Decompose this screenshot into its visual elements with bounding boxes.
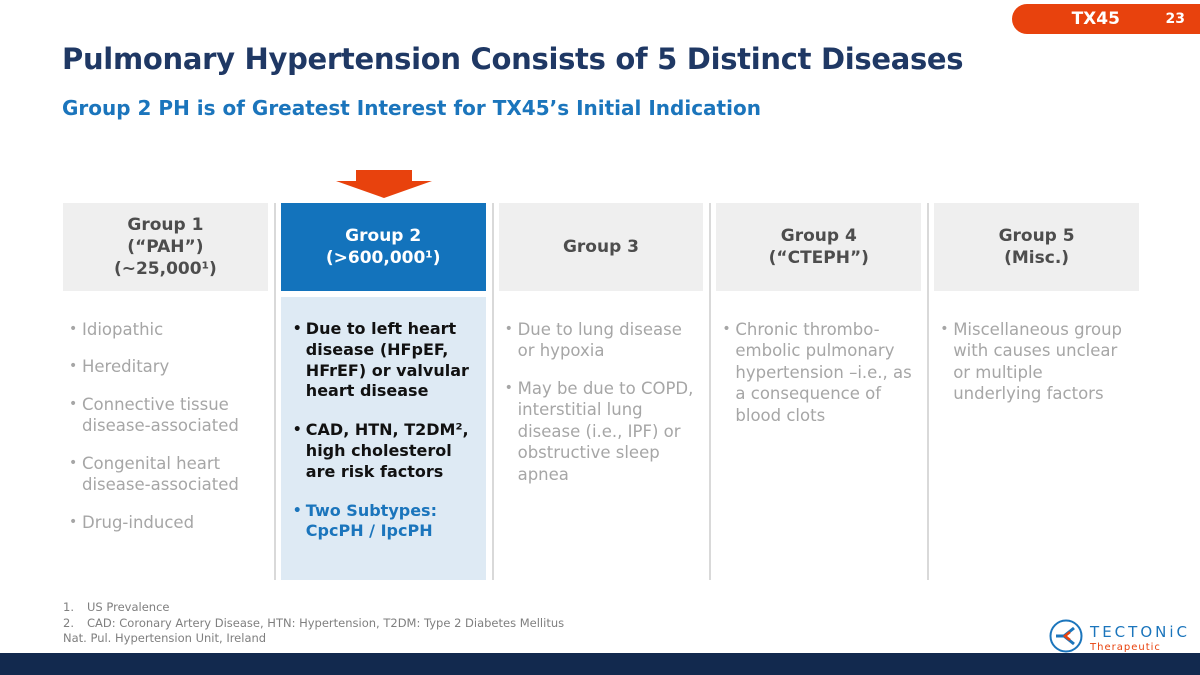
- list-item-accent: • Two Subtypes: CpcPH / IpcPH: [293, 501, 480, 543]
- list-item-text: Hereditary: [82, 357, 170, 377]
- list-item: • May be due to COPD, interstitial lung d…: [505, 378, 698, 485]
- bullet-icon: •: [940, 321, 949, 337]
- list-item: • Drug-induced: [69, 512, 262, 533]
- bullet-icon: •: [292, 422, 302, 439]
- bullet-icon: •: [69, 358, 78, 375]
- list-item: • Miscellaneous group with causes unclear…: [940, 319, 1133, 405]
- logo-brand-name: TECTONiC: [1090, 623, 1190, 641]
- bullet-icon: •: [504, 379, 513, 396]
- group-3-body: • Due to lung disease or hypoxia • May be …: [499, 297, 704, 580]
- footnote-number: 1.: [63, 600, 74, 614]
- source-text: Nat. Pul. Hypertension Unit, Ireland: [63, 631, 267, 646]
- list-item: • Idiopathic: [69, 319, 262, 340]
- bullet-icon: •: [69, 513, 78, 530]
- footnote-number: 2.: [63, 615, 74, 630]
- bullet-icon: •: [504, 321, 513, 337]
- column-group-4: Group 4 (“CTEPH”) • Chronic thrombo-embol…: [716, 203, 929, 580]
- list-item: • Hereditary: [69, 356, 262, 377]
- column-group-2: Group 2 (>600,000¹) • Due to left heart d…: [280, 203, 494, 580]
- footnotes: 1. US Prevalence 2. CAD: Coronary Artery…: [63, 600, 763, 647]
- group-5-header: Group 5 (Misc.): [934, 203, 1139, 291]
- group-4-body: • Chronic thrombo-embolic pulmonary hyper…: [716, 297, 921, 580]
- list-item: • Due to left heart disease (HFpEF, HFrEF…: [293, 319, 480, 402]
- page-title: Pulmonary Hypertension Consists of 5 Dis…: [62, 42, 964, 76]
- group-4-header: Group 4 (“CTEPH”): [716, 203, 922, 291]
- column-group-5: Group 5 (Misc.) • Miscellaneous group wit…: [934, 203, 1139, 580]
- page-subtitle: Group 2 PH is of Greatest Interest for T…: [62, 96, 761, 120]
- tectonic-logo-icon: [1048, 618, 1084, 658]
- group-2-header: Group 2 (>600,000¹): [280, 203, 486, 291]
- bullet-icon: •: [722, 321, 731, 337]
- group-1-body: • Idiopathic • Hereditary • Connective tiss…: [63, 297, 268, 580]
- company-logo: TECTONiC Therapeutic: [1048, 618, 1190, 658]
- footnote-2: 2. CAD: Coronary Artery Disease, HTN: Hy…: [63, 616, 763, 632]
- list-item: • Due to lung disease or hypoxia: [505, 319, 698, 362]
- footer-bar: [0, 653, 1200, 675]
- list-item-text: Drug-induced: [82, 512, 195, 532]
- list-item-text: Due to lung disease or hypoxia: [517, 320, 682, 361]
- list-item: • Connective tissue disease-associated: [69, 394, 262, 437]
- page-number: 23: [1165, 11, 1185, 27]
- footnote-text: US Prevalence: [87, 600, 170, 614]
- list-item-text: CAD, HTN, T2DM², high cholesterol are ri…: [305, 420, 469, 481]
- list-item-text: Chronic thrombo-embolic pulmonary hypert…: [735, 320, 912, 425]
- list-item: • CAD, HTN, T2DM², high cholesterol are r…: [293, 420, 480, 482]
- bullet-icon: •: [69, 395, 78, 412]
- group-1-header: Group 1 (“PAH”) (~25,000¹): [63, 203, 268, 291]
- group-3-header: Group 3: [498, 203, 704, 291]
- product-badge: TX45 23: [1012, 4, 1200, 34]
- product-badge-label: TX45: [1071, 9, 1120, 29]
- bullet-icon: •: [69, 454, 78, 471]
- group-2-body: • Due to left heart disease (HFpEF, HFrEF…: [280, 297, 486, 580]
- list-item: • Congenital heart disease-associated: [69, 453, 262, 496]
- column-group-1: Group 1 (“PAH”) (~25,000¹) • Idiopathic •…: [63, 203, 276, 580]
- column-group-3: Group 3 • Due to lung disease or hypoxia …: [498, 203, 712, 580]
- bullet-icon: •: [292, 502, 302, 519]
- bullet-icon: •: [292, 321, 302, 337]
- list-item-text: Due to left heart disease (HFpEF, HFrEF)…: [305, 319, 469, 401]
- list-item-text: Congenital heart disease-associated: [82, 453, 239, 495]
- footnote-text: CAD: Coronary Artery Disease, HTN: Hyper…: [87, 615, 565, 630]
- list-item: • Chronic thrombo-embolic pulmonary hyper…: [722, 319, 915, 426]
- group-5-body: • Miscellaneous group with causes unclear…: [934, 297, 1139, 580]
- logo-sub-brand: Therapeutic: [1090, 642, 1161, 653]
- list-item-text: May be due to COPD, interstitial lung di…: [517, 378, 694, 484]
- bullet-icon: •: [69, 321, 78, 337]
- down-arrow-icon: [336, 170, 432, 202]
- disease-groups-table: Group 1 (“PAH”) (~25,000¹) • Idiopathic •…: [63, 203, 1139, 580]
- source-line: Nat. Pul. Hypertension Unit, Ireland: [63, 631, 763, 647]
- list-item-text: Idiopathic: [82, 320, 164, 339]
- logo-text: TECTONiC Therapeutic: [1090, 623, 1190, 653]
- list-item-text: Two Subtypes: CpcPH / IpcPH: [305, 500, 437, 541]
- list-item-text: Miscellaneous group with causes unclear …: [953, 320, 1123, 404]
- list-item-text: Connective tissue disease-associated: [82, 394, 239, 436]
- footnote-1: 1. US Prevalence: [63, 600, 763, 616]
